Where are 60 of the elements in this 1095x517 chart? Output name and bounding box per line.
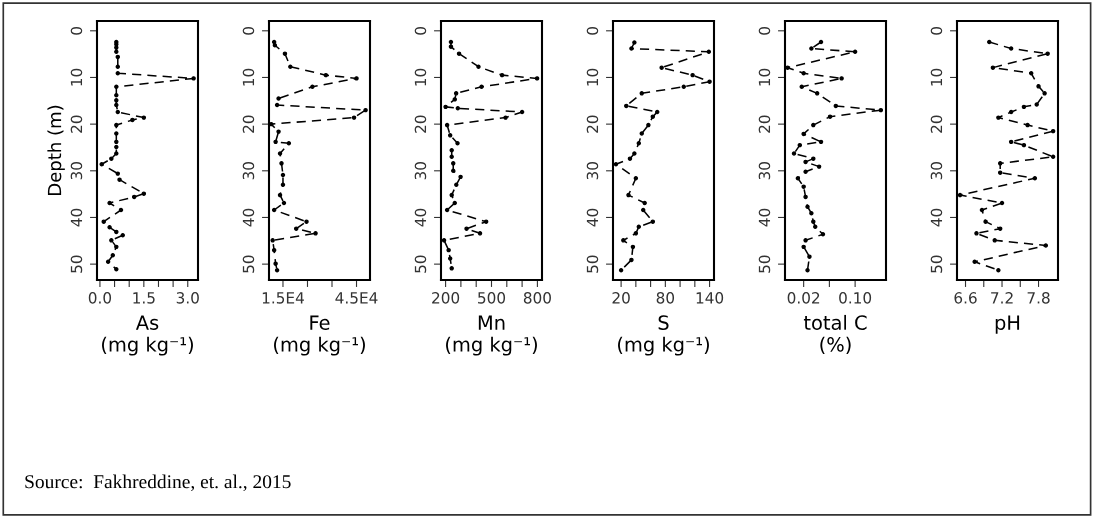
y-tick-label: 40	[70, 208, 83, 227]
y-tick-label: 50	[414, 255, 427, 273]
x-tick-label: 0.10	[839, 292, 872, 304]
y-tick-label: 50	[586, 255, 599, 273]
x-tick-label: 80	[656, 292, 675, 304]
x-axis-title: Mn (mg kg⁻¹)	[446, 315, 537, 356]
x-tick-label: 7.8	[1027, 292, 1050, 304]
y-tick-label: 10	[242, 68, 255, 86]
y-axis-title: Depth (m)	[47, 105, 65, 195]
x-tick-label: 200	[432, 292, 460, 304]
y-tick-label: 0	[586, 26, 599, 35]
y-tick-label: 20	[414, 115, 427, 133]
y-tick-label: 40	[242, 208, 255, 227]
y-tick-label: 0	[414, 26, 427, 35]
y-tick-label: 20	[70, 115, 83, 133]
y-tick-label: 0	[242, 26, 255, 35]
x-tick-label: 7.2	[991, 292, 1013, 304]
y-tick-label: 50	[242, 255, 255, 273]
y-tick-label: 10	[586, 68, 599, 86]
y-tick-label: 20	[930, 115, 943, 133]
x-axis-title: As (mg kg⁻¹)	[102, 315, 193, 356]
y-tick-label: 40	[758, 208, 771, 227]
y-tick-label: 50	[758, 255, 771, 273]
y-tick-label: 0	[70, 26, 83, 35]
y-tick-label: 20	[242, 115, 255, 133]
y-tick-label: 30	[758, 162, 771, 180]
x-tick-label: 0.02	[787, 292, 820, 304]
y-tick-label: 20	[758, 115, 771, 133]
y-tick-label: 0	[758, 26, 771, 35]
y-tick-label: 30	[242, 162, 255, 180]
x-tick-label: 4.5E4	[335, 292, 378, 304]
x-axis-title: total C (%)	[803, 314, 867, 355]
x-tick-label: 6.6	[954, 292, 977, 304]
x-tick-label: 1.5	[133, 292, 155, 304]
source-note: Source: Fakhreddine, et. al., 2015	[25, 474, 291, 492]
y-tick-label: 10	[930, 68, 943, 86]
y-tick-label: 10	[758, 68, 771, 86]
x-tick-label: 800	[523, 292, 551, 304]
y-tick-label: 30	[586, 162, 599, 180]
y-tick-label: 30	[414, 162, 427, 180]
y-tick-label: 40	[586, 208, 599, 227]
y-tick-label: 40	[414, 208, 427, 227]
y-tick-label: 50	[930, 255, 943, 273]
y-tick-label: 20	[586, 115, 599, 133]
x-axis-title: Fe (mg kg⁻¹)	[274, 315, 365, 356]
x-tick-label: 3.0	[176, 292, 199, 304]
x-tick-label: 140	[696, 292, 724, 304]
y-tick-label: 30	[930, 162, 943, 180]
y-tick-label: 40	[930, 208, 943, 227]
x-tick-label: 20	[612, 292, 630, 304]
x-tick-label: 1.5E4	[262, 292, 304, 304]
y-tick-label: 10	[70, 68, 83, 86]
x-tick-label: 500	[478, 292, 506, 304]
y-tick-label: 30	[70, 162, 83, 180]
y-tick-label: 50	[70, 255, 83, 273]
y-tick-label: 0	[930, 26, 943, 35]
y-tick-label: 10	[414, 68, 427, 86]
x-tick-label: 0.0	[88, 292, 112, 304]
x-axis-title: pH	[995, 315, 1020, 334]
x-axis-title: S (mg kg⁻¹)	[618, 315, 709, 356]
